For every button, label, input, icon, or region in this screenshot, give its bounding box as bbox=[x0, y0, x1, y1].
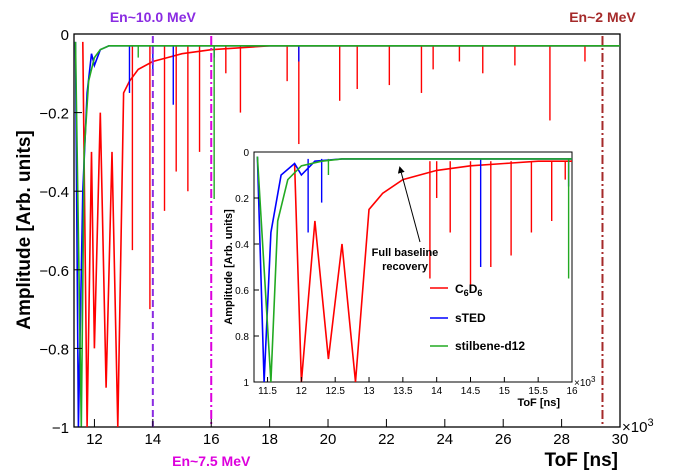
inset-x-tick-label: 14 bbox=[431, 386, 443, 397]
main-y-tick-label: −0.2 bbox=[39, 106, 69, 123]
inset-y-axis-title: Amplitude [Arb. units] bbox=[223, 209, 235, 325]
legend-c6d6-c: C bbox=[455, 282, 464, 296]
main-series-group bbox=[74, 41, 620, 427]
inset-axes-group: 11.5 12 12.5 13 13.5 14 14.5 15 15.5 1600.20.40.6… bbox=[235, 148, 578, 397]
main-x-exponent-power: 3 bbox=[647, 417, 653, 429]
main-x-axis-title: ToF [ns] bbox=[544, 450, 618, 471]
energy-markers-group: En~10.0 MeV En~7.5 MeV En~2 MeV bbox=[110, 9, 637, 469]
main-x-exponent-base: ×10 bbox=[622, 419, 647, 436]
annotation-line-2: recovery bbox=[382, 261, 429, 273]
annotation-line-1: Full baseline bbox=[372, 247, 439, 259]
legend-label-sted: sTED bbox=[455, 311, 486, 325]
marker-label-en-10-0-mev: En~10.0 MeV bbox=[110, 9, 197, 25]
main-x-tick-label: 22 bbox=[378, 431, 395, 448]
inset-x-tick-label: 14.5 bbox=[461, 386, 481, 397]
main-x-tick-label: 14 bbox=[144, 431, 161, 448]
legend-c6d6-d: D bbox=[469, 282, 478, 296]
main-x-tick-label: 24 bbox=[436, 431, 453, 448]
main-y-tick-label: 0 bbox=[61, 27, 69, 44]
main-y-tick-label: −0.6 bbox=[39, 263, 69, 280]
inset-series-stilbene-d12 bbox=[256, 156, 572, 382]
main-series-stilbene-d12 bbox=[74, 41, 620, 427]
legend-label-stilbene: stilbene-d12 bbox=[455, 339, 525, 353]
inset-x-tick-label: 16 bbox=[566, 386, 578, 397]
inset-x-tick-label: 12.5 bbox=[325, 386, 345, 397]
inset-legend: C6D6 sTED stilbene-d12 bbox=[430, 282, 525, 353]
inset-x-exponent: ×103 bbox=[574, 375, 596, 389]
main-y-tick-label: −0.8 bbox=[39, 341, 69, 358]
main-x-exponent: ×103 bbox=[622, 417, 654, 436]
inset-y-tick-label: 0 bbox=[243, 148, 249, 159]
legend-c6d6-sub2: 6 bbox=[477, 288, 482, 298]
inset-x-tick-label: 11.5 bbox=[258, 386, 277, 397]
main-x-tick-label: 26 bbox=[495, 431, 512, 448]
main-y-tick-label: −0.4 bbox=[39, 184, 69, 201]
inset-y-tick-label: 0.2 bbox=[235, 194, 249, 205]
legend-label-c6d6: C6D6 bbox=[455, 282, 482, 298]
inset-y-tick-label: 0.6 bbox=[235, 286, 249, 297]
main-y-axis-title: Amplitude [Arb. units] bbox=[14, 130, 35, 329]
inset-x-exponent-base: ×10 bbox=[574, 378, 591, 389]
inset-y-tick-label: 1 bbox=[243, 378, 249, 389]
main-axes-group: 12 14 16 18 20 22 24 26 28 300−0.2−0.4−0.6−0.8−1 bbox=[39, 27, 628, 448]
inset-x-tick-label: 15.5 bbox=[528, 386, 548, 397]
inset-x-tick-label: 15 bbox=[499, 386, 511, 397]
annotation-arrow bbox=[397, 166, 421, 243]
main-x-tick-label: 16 bbox=[203, 431, 220, 448]
main-y-tick-label: −1 bbox=[52, 420, 69, 437]
inset-series-group bbox=[256, 156, 572, 382]
legend-c6d6-sub1: 6 bbox=[464, 288, 469, 298]
main-x-tick-label: 30 bbox=[612, 431, 629, 448]
marker-label-en-2-mev: En~2 MeV bbox=[569, 9, 636, 25]
main-x-tick-label: 28 bbox=[553, 431, 570, 448]
inset-x-axis-title: ToF [ns] bbox=[517, 397, 560, 409]
inset-x-tick-label: 12 bbox=[296, 386, 308, 397]
marker-label-en-7-5-mev: En~7.5 MeV bbox=[172, 453, 251, 469]
inset-x-exponent-power: 3 bbox=[591, 375, 596, 384]
main-x-tick-label: 12 bbox=[86, 431, 103, 448]
inset-x-tick-label: 13.5 bbox=[393, 386, 413, 397]
inset-y-tick-label: 0.4 bbox=[235, 240, 249, 251]
inset-y-tick-label: 0.8 bbox=[235, 332, 249, 343]
inset-x-tick-label: 13 bbox=[363, 386, 375, 397]
main-x-tick-label: 18 bbox=[261, 431, 278, 448]
main-x-tick-label: 20 bbox=[320, 431, 337, 448]
inset-series-c6d6 bbox=[293, 160, 572, 382]
inset-plot-frame bbox=[253, 151, 573, 383]
